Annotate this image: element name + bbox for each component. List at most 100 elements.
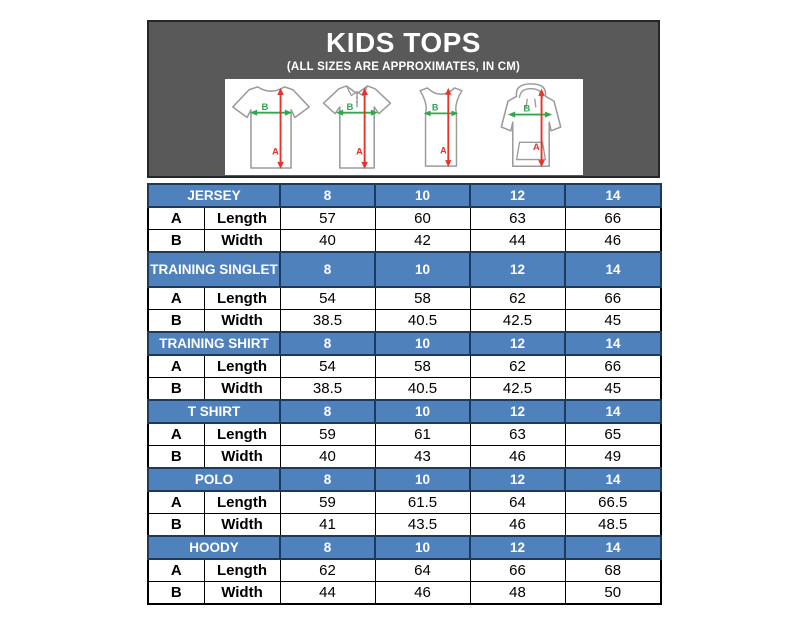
size-header: 12 bbox=[469, 467, 566, 492]
width-label: B bbox=[261, 102, 268, 113]
size-header: 12 bbox=[469, 399, 566, 424]
size-header: 12 bbox=[469, 331, 566, 356]
measure-key: A bbox=[147, 558, 205, 582]
measure-value: 43.5 bbox=[374, 513, 471, 537]
length-label: A bbox=[440, 145, 447, 155]
measure-value: 66.5 bbox=[564, 490, 662, 514]
length-arrow bbox=[444, 87, 451, 167]
measure-row: B Width 41 43.5 46 48.5 bbox=[147, 513, 662, 537]
width-label: B bbox=[431, 103, 438, 113]
page-subtitle: (ALL SIZES ARE APPROXIMATES, IN CM) bbox=[286, 61, 521, 73]
measure-value: 46 bbox=[564, 229, 662, 253]
size-header: 10 bbox=[374, 467, 471, 492]
size-header: 10 bbox=[374, 399, 471, 424]
measure-key: B bbox=[147, 377, 205, 401]
length-label: A bbox=[271, 147, 278, 158]
size-header: 10 bbox=[374, 183, 471, 208]
size-header: 10 bbox=[374, 331, 471, 356]
size-header: 8 bbox=[279, 331, 376, 356]
measure-key: B bbox=[147, 229, 205, 253]
measure-value: 43 bbox=[374, 445, 471, 469]
size-header: 8 bbox=[279, 251, 376, 288]
measure-value: 40.5 bbox=[374, 377, 471, 401]
singlet-icon: B A bbox=[418, 87, 463, 167]
measure-value: 46 bbox=[374, 581, 471, 605]
measure-value: 66 bbox=[564, 286, 662, 310]
measure-row: A Length 59 61.5 64 66.5 bbox=[147, 490, 662, 514]
section-name: T SHIRT bbox=[147, 399, 281, 424]
measure-value: 64 bbox=[374, 558, 471, 582]
size-header: 14 bbox=[564, 399, 662, 424]
measure-label: Length bbox=[203, 354, 281, 378]
measure-row: B Width 40 42 44 46 bbox=[147, 229, 662, 253]
section-name: HOODY bbox=[147, 535, 281, 560]
measure-value: 44 bbox=[469, 229, 566, 253]
measure-key: A bbox=[147, 490, 205, 514]
measure-key: B bbox=[147, 513, 205, 537]
measure-value: 45 bbox=[564, 309, 662, 333]
measure-value: 46 bbox=[469, 445, 566, 469]
page-title: KIDS TOPS bbox=[326, 27, 481, 58]
measure-value: 48 bbox=[469, 581, 566, 605]
measure-value: 44 bbox=[279, 581, 376, 605]
hoody-icon: B A bbox=[500, 83, 561, 168]
measure-label: Length bbox=[203, 206, 281, 230]
polo-shirt-icon: B A bbox=[322, 85, 391, 169]
measure-value: 50 bbox=[564, 581, 662, 605]
measure-value: 64 bbox=[469, 490, 566, 514]
size-header: 14 bbox=[564, 251, 662, 288]
measure-value: 59 bbox=[279, 490, 376, 514]
measure-value: 61 bbox=[374, 422, 471, 446]
measure-label: Width bbox=[203, 377, 281, 401]
section-header-hoody: HOODY 8 10 12 14 bbox=[147, 535, 662, 560]
measure-label: Length bbox=[203, 422, 281, 446]
section-header-t-shirt: T SHIRT 8 10 12 14 bbox=[147, 399, 662, 424]
measure-value: 59 bbox=[279, 422, 376, 446]
measure-value: 54 bbox=[279, 354, 376, 378]
measure-value: 63 bbox=[469, 206, 566, 230]
size-header: 8 bbox=[279, 467, 376, 492]
section-name: TRAINING SHIRT bbox=[147, 331, 281, 356]
section-header-jersey: JERSEY 8 10 12 14 bbox=[147, 183, 662, 208]
measure-value: 58 bbox=[374, 286, 471, 310]
size-header: 8 bbox=[279, 535, 376, 560]
section-header-training-shirt: TRAINING SHIRT 8 10 12 14 bbox=[147, 331, 662, 356]
measure-label: Length bbox=[203, 558, 281, 582]
measure-value: 40.5 bbox=[374, 309, 471, 333]
measure-value: 66 bbox=[564, 354, 662, 378]
measure-value: 60 bbox=[374, 206, 471, 230]
measure-row: A Length 54 58 62 66 bbox=[147, 354, 662, 378]
measure-label: Width bbox=[203, 229, 281, 253]
size-header: 12 bbox=[469, 183, 566, 208]
measure-key: A bbox=[147, 422, 205, 446]
size-header: 8 bbox=[279, 399, 376, 424]
measure-key: B bbox=[147, 445, 205, 469]
length-arrow bbox=[537, 88, 545, 168]
measure-value: 66 bbox=[469, 558, 566, 582]
measure-key: B bbox=[147, 309, 205, 333]
measure-key: A bbox=[147, 286, 205, 310]
size-header: 14 bbox=[564, 467, 662, 492]
size-header: 14 bbox=[564, 331, 662, 356]
section-header-training-singlet: TRAINING SINGLET 8 10 12 14 bbox=[147, 251, 662, 288]
section-name: POLO bbox=[147, 467, 281, 492]
measure-row: A Length 57 60 63 66 bbox=[147, 206, 662, 230]
length-label: A bbox=[356, 147, 363, 158]
size-table: JERSEY 8 10 12 14 A Length 57 60 63 66 B… bbox=[147, 183, 662, 605]
measure-value: 42.5 bbox=[469, 309, 566, 333]
length-arrow bbox=[276, 87, 284, 169]
measure-label: Width bbox=[203, 309, 281, 333]
measure-row: B Width 38.5 40.5 42.5 45 bbox=[147, 377, 662, 401]
measure-key: B bbox=[147, 581, 205, 605]
section-header-polo: POLO 8 10 12 14 bbox=[147, 467, 662, 492]
measure-value: 62 bbox=[469, 286, 566, 310]
size-header: 10 bbox=[374, 251, 471, 288]
measure-label: Width bbox=[203, 513, 281, 537]
measure-row: B Width 40 43 46 49 bbox=[147, 445, 662, 469]
width-arrow bbox=[335, 109, 378, 116]
length-label: A bbox=[532, 142, 539, 153]
size-header: 8 bbox=[279, 183, 376, 208]
measure-value: 40 bbox=[279, 229, 376, 253]
measure-value: 40 bbox=[279, 445, 376, 469]
